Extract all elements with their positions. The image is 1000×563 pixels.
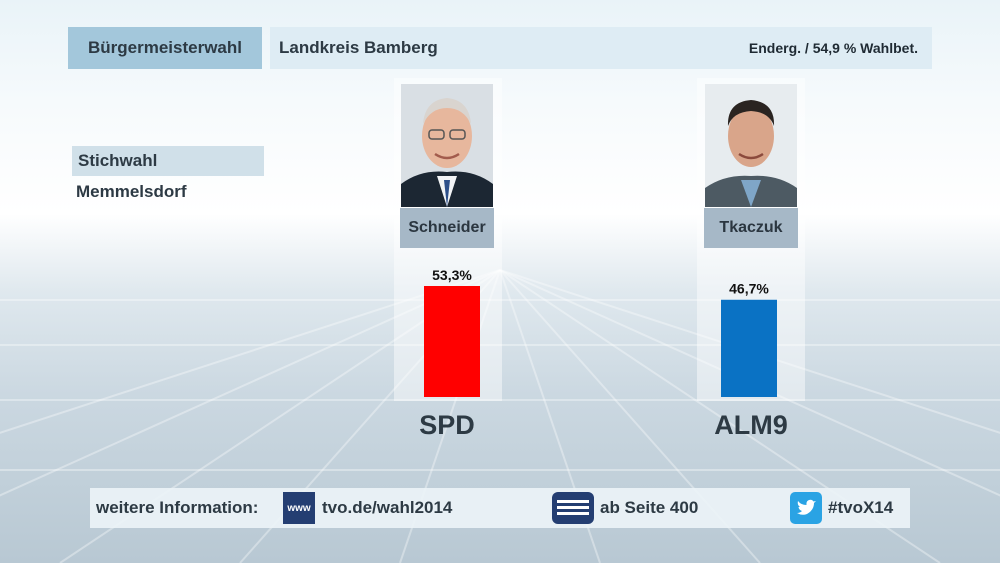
- footer-url[interactable]: tvo.de/wahl2014: [322, 498, 453, 517]
- candidate-photo-1: [401, 84, 493, 207]
- www-icon-text: www: [287, 502, 311, 514]
- bar-schneider: [424, 286, 480, 397]
- value-label-schneider: 53,3%: [432, 267, 472, 283]
- twitter-icon: [790, 492, 822, 524]
- footer-hashtag[interactable]: #tvoX14: [828, 498, 894, 517]
- teletext-page: ab Seite 400: [600, 498, 699, 517]
- footer-bar: weitere Information: www tvo.de/wahl2014…: [90, 488, 910, 528]
- party-label-2: ALM9: [714, 410, 788, 440]
- teletext-icon: [552, 492, 594, 524]
- footer-label: weitere Information:: [96, 498, 259, 517]
- status-label: Enderg. / 54,9 % Wahlbet.: [748, 40, 918, 56]
- page-title: Bürgermeisterwahl: [68, 27, 262, 69]
- bar-tkaczuk: [721, 299, 777, 397]
- place-label: Memmelsdorf: [76, 182, 187, 201]
- www-icon: www: [283, 492, 315, 524]
- candidate-photo-2: [705, 84, 797, 207]
- value-label-tkaczuk: 46,7%: [729, 281, 769, 297]
- candidate-name-1: Schneider: [400, 208, 494, 248]
- round-label: Stichwahl: [72, 146, 264, 176]
- region-label: Landkreis Bamberg: [279, 38, 438, 57]
- candidate-name-2: Tkaczuk: [704, 208, 798, 248]
- region-bar: Landkreis Bamberg Enderg. / 54,9 % Wahlb…: [270, 27, 932, 69]
- party-label-1: SPD: [419, 410, 475, 440]
